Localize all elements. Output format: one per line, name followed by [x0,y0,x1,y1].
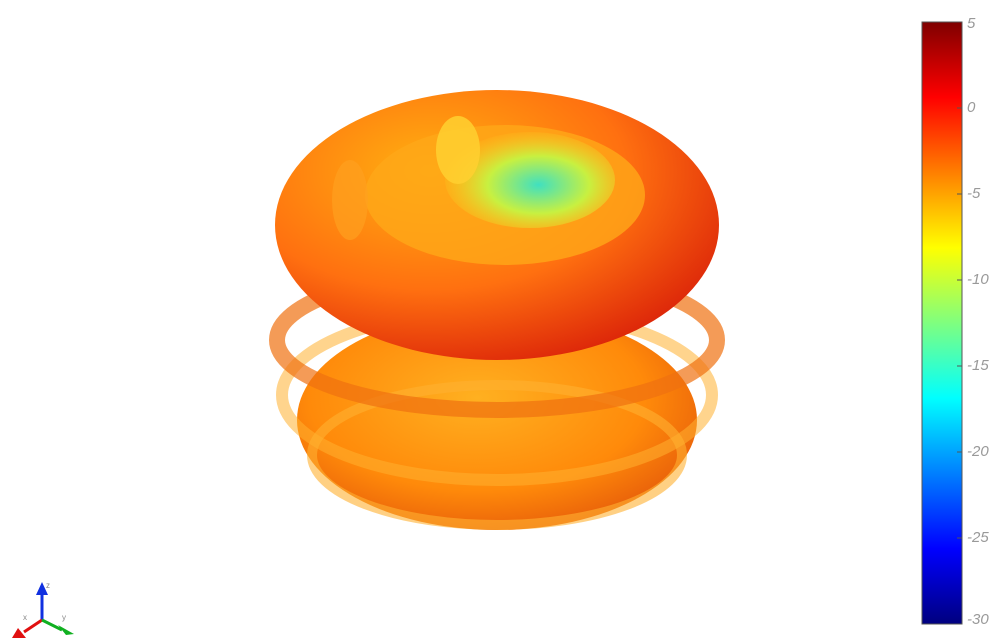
tick-label: -20 [967,443,989,460]
tick-label: -30 [967,611,989,628]
axis-label: y [62,613,66,622]
tick-label: 5 [967,15,976,32]
pattern-surface [269,90,725,530]
axis-label: x [23,613,27,622]
tick-label: -15 [967,357,989,374]
tick-label: -5 [967,185,981,202]
tick-label: 0 [967,99,976,116]
axis-label: z [46,581,50,590]
colorbar [921,21,963,625]
tick-label: -25 [967,529,989,546]
axes-triad: x y z [12,581,74,638]
tick-label: -10 [967,271,989,288]
